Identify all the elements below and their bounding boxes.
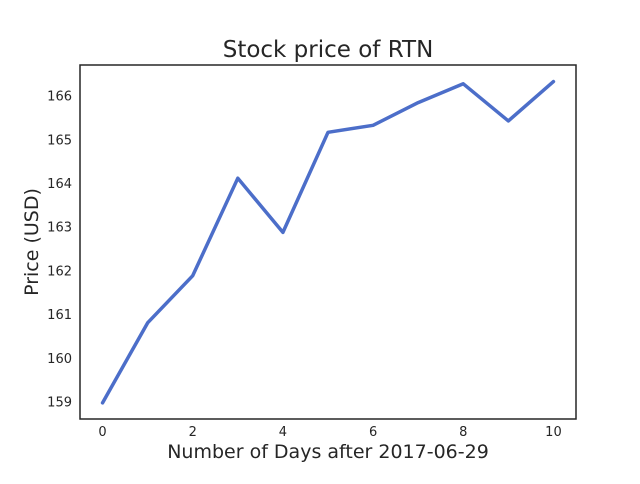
x-tick-label: 10 bbox=[545, 425, 562, 440]
y-tick-label: 166 bbox=[47, 90, 72, 105]
y-tick-label: 164 bbox=[47, 177, 72, 192]
y-tick-label: 165 bbox=[47, 133, 72, 148]
y-axis-title: Price (USD) bbox=[21, 188, 43, 296]
x-axis-title: Number of Days after 2017-06-29 bbox=[167, 441, 489, 463]
x-tick-label: 0 bbox=[98, 425, 106, 440]
y-tick-label: 163 bbox=[47, 221, 72, 236]
y-axis-ticks: 159 160 161 162 163 164 165 166 bbox=[47, 90, 72, 411]
chart-title: Stock price of RTN bbox=[223, 37, 434, 63]
x-tick-label: 4 bbox=[279, 425, 287, 440]
series-layer bbox=[100, 79, 556, 405]
y-tick-label: 162 bbox=[47, 264, 72, 279]
y-tick-label: 161 bbox=[47, 308, 72, 323]
x-tick-label: 2 bbox=[189, 425, 197, 440]
x-tick-label: 8 bbox=[459, 425, 467, 440]
y-tick-label: 159 bbox=[47, 396, 72, 411]
x-tick-label: 6 bbox=[369, 425, 377, 440]
x-axis-ticks: 0 2 4 6 8 10 bbox=[98, 425, 561, 440]
y-tick-label: 160 bbox=[47, 352, 72, 367]
series-line-1 bbox=[100, 79, 556, 405]
plot-frame bbox=[79, 64, 577, 420]
